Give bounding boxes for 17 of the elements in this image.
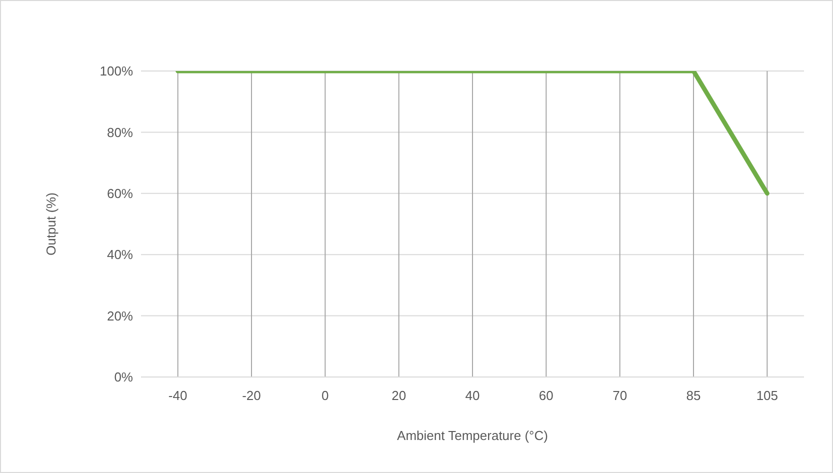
x-tick-label: 105 <box>756 388 778 404</box>
x-tick-label: 70 <box>612 388 628 404</box>
x-tick-label: -40 <box>168 388 188 404</box>
y-tick-label: 20% <box>106 308 134 324</box>
x-tick-label: 0 <box>322 388 329 404</box>
y-tick-label: 100% <box>100 64 134 79</box>
x-axis-title: Ambient Temperature (°C) <box>397 428 548 443</box>
x-tick-label: 40 <box>465 388 480 404</box>
x-tick-label: -20 <box>242 388 261 404</box>
x-tick-label: 60 <box>538 388 554 404</box>
x-tick-label: 85 <box>686 388 701 404</box>
y-tick-label: 80% <box>106 124 134 140</box>
y-axis-title: Output (%) <box>44 192 59 256</box>
y-tick-label: 60% <box>106 186 134 202</box>
y-tick-label: 0% <box>114 370 134 385</box>
x-tick-label: 20 <box>392 388 406 404</box>
y-tick-label: 40% <box>106 247 134 262</box>
